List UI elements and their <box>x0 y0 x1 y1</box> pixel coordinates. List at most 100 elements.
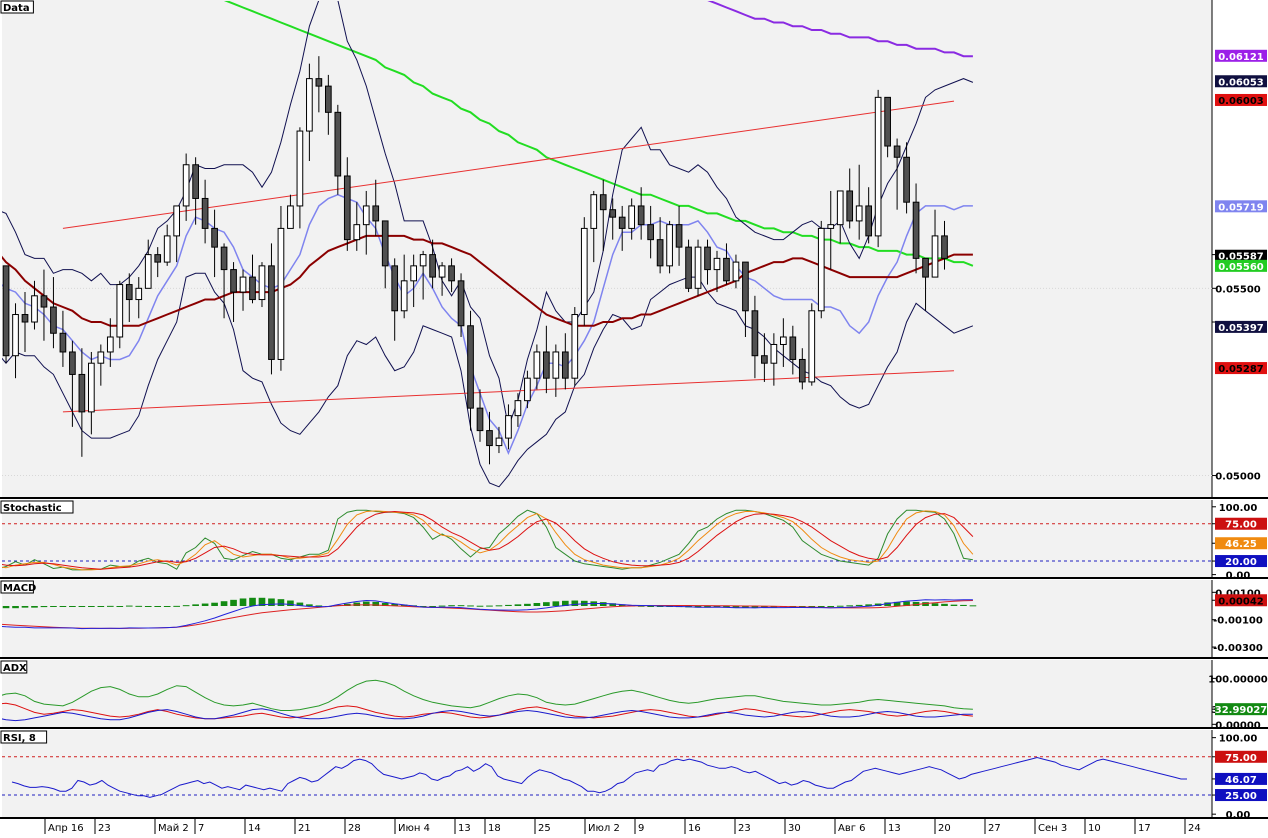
candle <box>817 220 825 319</box>
candle <box>467 310 474 431</box>
price-badge-label: 0.06053 <box>1218 77 1264 88</box>
macd-histogram-bar <box>125 605 133 607</box>
candle <box>685 239 692 293</box>
candle <box>524 370 531 409</box>
candle-body <box>865 205 873 237</box>
candle <box>135 277 143 319</box>
candle <box>306 63 313 162</box>
macd-histogram-bar <box>846 605 854 607</box>
candle-body <box>846 190 854 222</box>
macd-histogram-bar <box>505 604 512 606</box>
ma-purple-line <box>707 1 973 58</box>
macd-histogram-bar <box>969 605 977 607</box>
candle <box>220 243 228 319</box>
macd-histogram-bar <box>429 606 436 607</box>
macd-histogram-bar <box>457 605 465 607</box>
date-label: 24 <box>1188 823 1201 834</box>
macd-plot-area <box>2 580 1212 658</box>
macd-histogram-bar <box>562 600 569 606</box>
candle-body <box>770 343 778 364</box>
candle-body <box>524 377 531 402</box>
stochastic-badge-label: 75.00 <box>1225 520 1257 531</box>
candle-body <box>675 224 683 248</box>
candle <box>144 239 152 289</box>
candle <box>599 179 607 251</box>
channel-upper-line <box>62 100 955 229</box>
candle-body <box>713 257 721 271</box>
candle <box>50 277 57 349</box>
candle-body <box>40 295 48 308</box>
candle <box>495 426 503 454</box>
candle-body <box>2 265 10 357</box>
candle-body <box>173 205 181 237</box>
macd-histogram-bar <box>249 597 256 606</box>
candle-body <box>827 224 835 229</box>
rsi-label-box <box>0 730 48 744</box>
adx-label: ADX <box>3 663 27 674</box>
macd-histogram-bar <box>40 606 48 608</box>
candle-body <box>647 224 654 241</box>
macd-histogram-bar <box>893 601 901 606</box>
candle-body <box>334 111 342 177</box>
date-label: 13 <box>458 823 471 834</box>
candle <box>277 205 285 371</box>
candle <box>448 258 455 293</box>
rsi-tick-label: 0.00 <box>1226 810 1251 821</box>
candle <box>675 205 683 266</box>
candle <box>808 303 816 386</box>
macd-histogram-bar <box>372 601 380 606</box>
candle <box>874 89 882 248</box>
candle <box>647 205 654 259</box>
macd-histogram-bar <box>277 599 285 606</box>
candle <box>125 273 133 323</box>
macd-histogram-bar <box>495 605 503 607</box>
candle-body <box>97 351 105 364</box>
candle <box>410 254 417 308</box>
candle-body <box>666 224 673 267</box>
macd-histogram-bar <box>2 606 10 609</box>
macd-histogram-bar <box>732 606 740 608</box>
candle <box>571 307 579 386</box>
candle <box>211 209 218 278</box>
candle <box>173 205 181 263</box>
macd-histogram-bar <box>268 598 275 606</box>
price-badge <box>1215 259 1267 272</box>
candle-body <box>125 284 133 301</box>
candle <box>97 344 105 386</box>
candle <box>505 404 512 450</box>
candle <box>628 198 636 240</box>
adx-tick-label: 0.00000 <box>1215 720 1261 731</box>
candle-body <box>780 336 787 345</box>
candle-body <box>552 351 560 379</box>
candle <box>343 157 351 251</box>
candle <box>514 393 522 427</box>
price-badge-label: 0.05287 <box>1218 364 1264 375</box>
macd-histogram-bar <box>315 605 323 607</box>
macd-histogram-bar <box>21 606 29 608</box>
stochastic-badge <box>1215 555 1267 568</box>
candle-body <box>514 400 522 417</box>
macd-histogram-bar <box>742 606 749 608</box>
macd-label: MACD <box>3 583 36 594</box>
bollinger-upper-line <box>2 1 974 429</box>
macd-histogram-bar <box>552 601 560 606</box>
macd-label-box <box>0 580 34 594</box>
macd-histogram-bar <box>69 606 76 607</box>
candle-body <box>609 209 617 218</box>
date-label: 28 <box>348 823 361 834</box>
date-label: 18 <box>488 823 501 834</box>
candle <box>334 104 342 195</box>
candle <box>751 295 759 379</box>
candle-body <box>599 194 607 211</box>
candle-body <box>561 351 569 379</box>
stochastic-label-box <box>0 500 74 514</box>
date-label: 7 <box>198 823 204 834</box>
candle-body <box>761 355 768 364</box>
stochastic-label: Stochastic <box>3 503 62 514</box>
rsi-line <box>11 756 1187 798</box>
candle <box>362 190 370 255</box>
candle-body <box>922 257 929 278</box>
macd-histogram-bar <box>751 606 759 608</box>
